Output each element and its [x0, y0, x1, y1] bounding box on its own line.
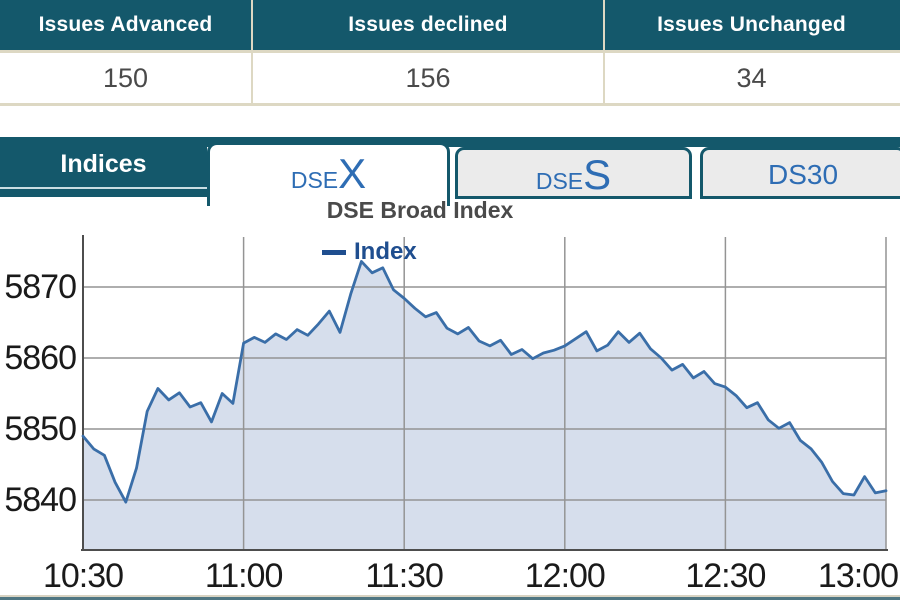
- bottom-teal-line: [0, 597, 900, 600]
- tab-dses-suffix: S: [583, 151, 612, 198]
- svg-text:12:00: 12:00: [525, 557, 605, 595]
- value-issues-advanced: 150: [0, 53, 253, 103]
- tab-dsex-prefix: DSE: [290, 167, 339, 193]
- legend-series-label: Index: [354, 238, 417, 265]
- tab-ds30[interactable]: DS30: [700, 147, 900, 199]
- tab-dsex[interactable]: DSE X: [207, 142, 450, 206]
- svg-text:10:30: 10:30: [43, 557, 123, 595]
- svg-text:5870: 5870: [4, 268, 76, 306]
- svg-text:12:30: 12:30: [685, 557, 765, 595]
- indices-underline: [0, 187, 207, 189]
- chart-legend: Index: [322, 238, 417, 266]
- indices-panel-label: Indices: [0, 137, 207, 197]
- issues-summary-value-row: 150 156 34: [0, 53, 900, 103]
- value-issues-declined: 156: [253, 53, 605, 103]
- legend-line-swatch: [322, 249, 346, 255]
- indices-label-text: Indices: [60, 149, 147, 178]
- table-bottom-border: [0, 103, 900, 106]
- table-divider: [0, 50, 900, 53]
- tab-strip-band: [0, 137, 900, 147]
- issues-summary-table: Issues Advanced Issues declined Issues U…: [0, 0, 900, 106]
- chart-title: DSE Broad Index: [326, 197, 514, 223]
- tab-dses-prefix: DSE: [535, 168, 584, 194]
- value-issues-unchanged: 34: [736, 62, 767, 93]
- tab-ds30-label: DS30: [767, 159, 839, 190]
- svg-text:11:30: 11:30: [365, 557, 443, 595]
- svg-text:5850: 5850: [4, 410, 76, 448]
- issues-summary-header-row: Issues Advanced Issues declined Issues U…: [0, 0, 900, 50]
- header-issues-advanced: Issues Advanced: [0, 0, 253, 50]
- header-issues-declined: Issues declined: [253, 0, 605, 50]
- header-issues-unchanged: Issues Unchanged: [657, 13, 846, 36]
- svg-text:11:00: 11:00: [205, 557, 283, 595]
- index-area-chart: 5870 5860 5850 5840 10:30 11:00 11:30 12:00 12:3…: [4, 235, 899, 595]
- tab-dsex-suffix: X: [338, 150, 367, 197]
- tab-dses[interactable]: DSE S: [455, 147, 692, 199]
- bottom-beige-line: [0, 595, 900, 597]
- svg-text:13:00: 13:00: [818, 557, 898, 595]
- svg-text:5840: 5840: [4, 481, 76, 519]
- svg-text:5860: 5860: [4, 339, 76, 377]
